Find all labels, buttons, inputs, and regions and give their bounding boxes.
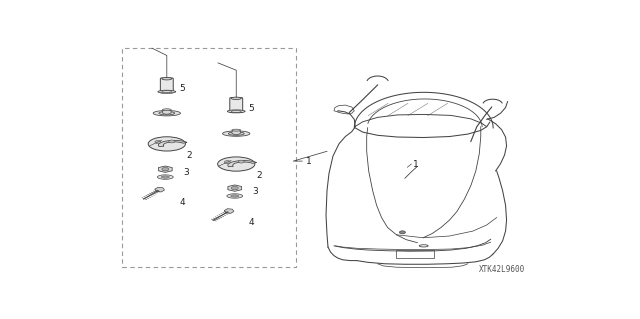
Ellipse shape [227, 194, 243, 198]
Text: 4: 4 [179, 197, 185, 207]
Polygon shape [228, 160, 257, 167]
Polygon shape [224, 209, 234, 213]
Ellipse shape [228, 132, 244, 135]
Polygon shape [228, 185, 242, 191]
FancyBboxPatch shape [230, 98, 243, 113]
Text: 5: 5 [179, 84, 185, 93]
Ellipse shape [233, 196, 237, 197]
Circle shape [238, 160, 244, 163]
Ellipse shape [232, 129, 241, 131]
Text: 3: 3 [253, 187, 259, 196]
Circle shape [399, 231, 405, 234]
Circle shape [169, 140, 175, 143]
Ellipse shape [148, 137, 186, 151]
Text: 1: 1 [413, 160, 419, 168]
Text: XTK42L9600: XTK42L9600 [479, 265, 525, 274]
Ellipse shape [163, 110, 172, 114]
Ellipse shape [232, 130, 241, 135]
Ellipse shape [231, 195, 239, 197]
Ellipse shape [227, 110, 245, 113]
Ellipse shape [158, 90, 176, 93]
Text: 2: 2 [187, 151, 192, 160]
Ellipse shape [162, 78, 172, 80]
Circle shape [155, 140, 161, 144]
Text: 3: 3 [183, 168, 189, 177]
Ellipse shape [218, 157, 255, 171]
Text: 5: 5 [249, 104, 254, 113]
Circle shape [225, 160, 230, 164]
Polygon shape [159, 166, 172, 172]
FancyBboxPatch shape [161, 78, 173, 93]
Ellipse shape [159, 111, 175, 115]
Bar [122, 48, 296, 267]
Polygon shape [158, 140, 187, 147]
Ellipse shape [223, 131, 250, 136]
Text: 1: 1 [306, 157, 312, 166]
Polygon shape [155, 187, 164, 192]
Circle shape [231, 186, 238, 190]
Circle shape [162, 167, 169, 171]
Ellipse shape [163, 177, 167, 178]
Ellipse shape [231, 97, 241, 100]
Ellipse shape [153, 110, 180, 116]
Text: 2: 2 [256, 171, 262, 180]
Ellipse shape [163, 109, 172, 111]
Text: 4: 4 [249, 219, 254, 227]
Ellipse shape [161, 176, 169, 178]
Ellipse shape [157, 175, 173, 179]
